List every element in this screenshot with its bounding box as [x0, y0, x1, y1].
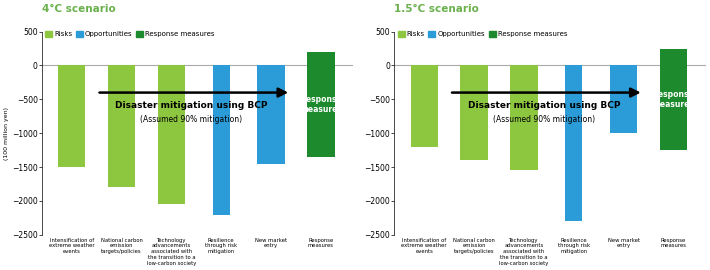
Legend: Risks, Opportunities, Response measures: Risks, Opportunities, Response measures: [45, 31, 214, 37]
Text: Response
measures: Response measures: [300, 95, 342, 114]
Bar: [610, 66, 638, 133]
Text: Disaster mitigation using BCP: Disaster mitigation using BCP: [115, 102, 268, 110]
Bar: [58, 66, 85, 167]
Bar: [460, 66, 488, 160]
Bar: [158, 66, 185, 204]
Text: 4°C scenario: 4°C scenario: [42, 4, 116, 14]
Bar: [660, 49, 687, 150]
Text: Disaster mitigation using BCP: Disaster mitigation using BCP: [468, 102, 620, 110]
Legend: Risks, Opportunities, Response measures: Risks, Opportunities, Response measures: [398, 31, 567, 37]
Text: (Assumed 90% mitigation): (Assumed 90% mitigation): [493, 115, 595, 124]
Bar: [108, 66, 136, 187]
Bar: [410, 66, 438, 147]
Bar: [258, 66, 285, 164]
Text: Response
measures: Response measures: [652, 90, 694, 109]
Y-axis label: (100 million yen): (100 million yen): [4, 107, 9, 160]
Bar: [510, 66, 537, 170]
Bar: [565, 66, 582, 221]
Text: (Assumed 90% mitigation): (Assumed 90% mitigation): [141, 115, 242, 124]
Bar: [307, 52, 334, 157]
Text: 1.5°C scenario: 1.5°C scenario: [394, 4, 479, 14]
Bar: [212, 66, 230, 215]
